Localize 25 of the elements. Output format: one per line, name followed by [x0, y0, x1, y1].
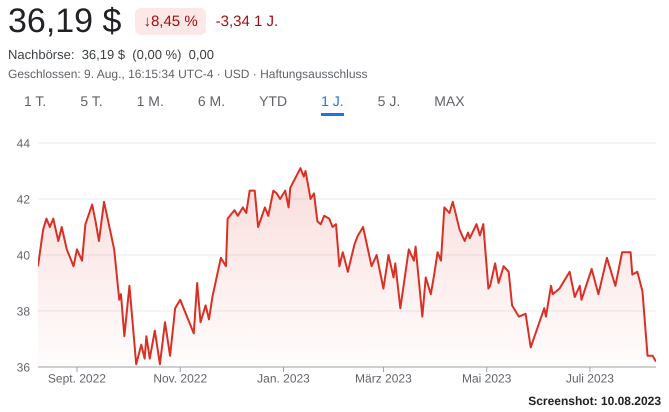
y-tick-label: 40: [16, 248, 30, 262]
y-tick-label: 36: [16, 360, 30, 374]
x-tick-label: Juli 2023: [566, 372, 614, 386]
x-tick-label: Jan. 2023: [257, 372, 310, 386]
text: Geschlossen: 9. Aug., 16:15:34 UTC-4 · USD · Haftungsausschluss: [8, 67, 368, 81]
y-tick-label: 42: [16, 192, 30, 206]
x-tick-label: März 2023: [355, 372, 412, 386]
text: ↓8,45 %: [135, 8, 206, 35]
text: 5 J.: [378, 93, 400, 111]
text: Screenshot: 10.08.2023: [528, 394, 661, 408]
text: YTD: [259, 93, 288, 111]
text: 1 T.: [24, 93, 46, 111]
text: 1 J.: [321, 93, 344, 116]
text: Nachbörse: 36,19 $ (0,00 %) 0,00: [8, 47, 214, 62]
text: MAX: [434, 93, 465, 111]
text: 5 T.: [80, 93, 103, 111]
text: 6 M.: [198, 93, 226, 111]
text: -3,34 1 J.: [216, 13, 278, 30]
y-tick-label: 38: [16, 304, 30, 318]
y-tick-label: 44: [16, 136, 30, 150]
x-tick-label: Nov. 2022: [153, 372, 208, 386]
chart-title: 36,19 $: [8, 2, 122, 41]
text: 1 M.: [136, 93, 164, 111]
x-tick-label: Sept. 2022: [48, 372, 106, 386]
x-tick-label: Mai 2023: [462, 372, 512, 386]
